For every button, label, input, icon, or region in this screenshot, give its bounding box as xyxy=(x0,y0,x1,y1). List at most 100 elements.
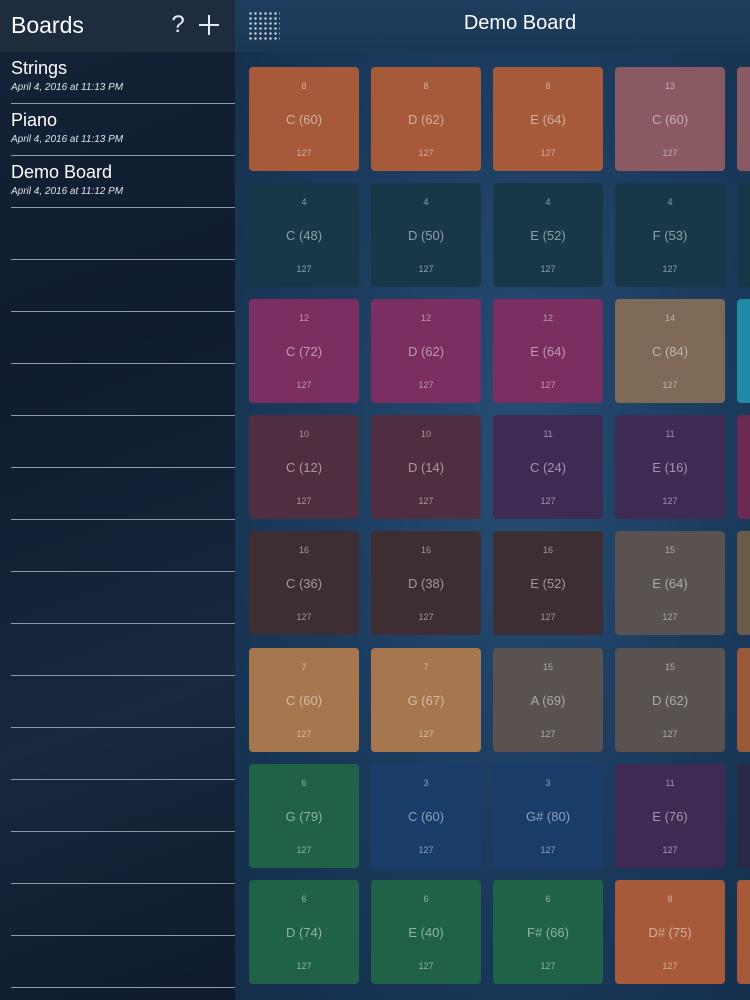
board-list-item[interactable] xyxy=(11,364,235,416)
board-list-item[interactable]: Strings April 4, 2016 at 11:13 PM xyxy=(11,52,235,104)
note-pad[interactable]: 6 G (79) 127 xyxy=(249,764,359,868)
note-pad[interactable]: 15 D (62) 127 xyxy=(615,648,725,752)
board-list-item[interactable] xyxy=(11,208,235,260)
board-list-item[interactable] xyxy=(11,416,235,468)
note-pad[interactable]: 8 E (64) 127 xyxy=(493,67,603,171)
note-pad[interactable]: 11 E (16) 127 xyxy=(615,415,725,519)
note-pad[interactable]: 8 D (62) 127 xyxy=(371,67,481,171)
note-pad[interactable]: 11 E (76) 127 xyxy=(615,764,725,868)
pad-channel: 7 xyxy=(301,662,307,672)
pad-velocity: 127 xyxy=(418,845,434,855)
note-pad[interactable]: 8 D# (75) 127 xyxy=(615,880,725,984)
note-pad[interactable]: 10 C (12) 127 xyxy=(249,415,359,519)
board-list-item[interactable] xyxy=(11,468,235,520)
board-date: April 4, 2016 at 11:13 PM xyxy=(11,82,124,93)
board-list-item[interactable] xyxy=(11,624,235,676)
pad-note: F (53) xyxy=(652,228,688,243)
note-pad[interactable]: 4 D (50) 127 xyxy=(371,183,481,287)
note-pad[interactable]: 4 E (52) 127 xyxy=(493,183,603,287)
note-pad[interactable] xyxy=(737,648,750,752)
pad-channel: 13 xyxy=(664,81,675,91)
note-pad[interactable]: 15 A (69) 127 xyxy=(493,648,603,752)
note-pad[interactable]: 10 D (14) 127 xyxy=(371,415,481,519)
note-pad[interactable]: 4 F (53) 127 xyxy=(615,183,725,287)
pad-channel: 11 xyxy=(665,429,675,439)
board-date: April 4, 2016 at 11:13 PM xyxy=(11,134,124,145)
note-pad[interactable]: 3 C (60) 127 xyxy=(371,764,481,868)
pad-note: E (64) xyxy=(530,112,566,127)
board-list-item[interactable] xyxy=(11,260,235,312)
board-list-item[interactable] xyxy=(11,780,235,832)
pad-note: E (52) xyxy=(530,228,566,243)
board-list-item[interactable] xyxy=(11,728,235,780)
note-pad[interactable] xyxy=(737,531,750,635)
pad-velocity: 127 xyxy=(418,729,434,739)
pad-note: E (52) xyxy=(530,576,566,591)
pad-note: C (60) xyxy=(285,693,323,708)
add-board-button[interactable] xyxy=(196,10,222,40)
note-pad[interactable]: 16 C (36) 127 xyxy=(249,531,359,635)
pad-channel: 4 xyxy=(423,197,429,207)
board-list-item[interactable] xyxy=(11,312,235,364)
pad-note: D (50) xyxy=(407,228,445,243)
note-pad[interactable]: 7 C (60) 127 xyxy=(249,648,359,752)
pad-channel: 3 xyxy=(545,778,551,788)
grid-menu-icon[interactable] xyxy=(248,11,280,41)
pad-note: C (36) xyxy=(285,576,323,591)
pad-note: A (69) xyxy=(530,693,566,708)
board-list-item[interactable] xyxy=(11,884,235,936)
note-pad[interactable]: 16 E (52) 127 xyxy=(493,531,603,635)
note-pad[interactable]: 11 C (24) 127 xyxy=(493,415,603,519)
pad-note: E (64) xyxy=(530,344,566,359)
pad-velocity: 127 xyxy=(540,380,556,390)
note-pad[interactable]: 3 G# (80) 127 xyxy=(493,764,603,868)
board-list-item[interactable] xyxy=(11,520,235,572)
note-pad[interactable]: 13 C (60) 127 xyxy=(615,67,725,171)
pad-velocity: 127 xyxy=(662,148,678,158)
note-pad[interactable]: 6 D (74) 127 xyxy=(249,880,359,984)
note-pad[interactable] xyxy=(737,183,750,287)
pad-note: D (14) xyxy=(407,460,445,475)
pad-note: C (60) xyxy=(285,112,323,127)
note-pad[interactable]: 14 C (84) 127 xyxy=(615,299,725,403)
pad-channel: 4 xyxy=(545,197,551,207)
note-pad[interactable]: 8 C (60) 127 xyxy=(249,67,359,171)
board-list-item[interactable] xyxy=(11,936,235,988)
pad-velocity: 127 xyxy=(540,148,556,158)
pad-velocity: 127 xyxy=(296,845,312,855)
pad-note: C (84) xyxy=(651,344,689,359)
note-pad[interactable] xyxy=(737,415,750,519)
note-pad[interactable]: 12 E (64) 127 xyxy=(493,299,603,403)
note-pad[interactable] xyxy=(737,67,750,171)
board-list: Strings April 4, 2016 at 11:13 PM Piano Apr… xyxy=(0,52,235,1000)
note-pad[interactable] xyxy=(737,299,750,403)
note-pad[interactable]: 16 D (38) 127 xyxy=(371,531,481,635)
note-pad[interactable] xyxy=(737,764,750,868)
board-name: Demo Board xyxy=(11,162,113,182)
board-list-item[interactable] xyxy=(11,988,235,1000)
note-pad[interactable]: 15 E (64) 127 xyxy=(615,531,725,635)
board-list-item[interactable]: Piano April 4, 2016 at 11:13 PM xyxy=(11,104,235,156)
pad-note: D (62) xyxy=(407,344,445,359)
note-pad[interactable]: 12 C (72) 127 xyxy=(249,299,359,403)
pad-note: C (60) xyxy=(651,112,689,127)
pad-channel: 11 xyxy=(543,429,553,439)
note-pad[interactable] xyxy=(737,880,750,984)
note-pad[interactable]: 6 F# (66) 127 xyxy=(493,880,603,984)
note-pad[interactable]: 12 D (62) 127 xyxy=(371,299,481,403)
pad-note: D (38) xyxy=(407,576,445,591)
pad-velocity: 127 xyxy=(662,380,678,390)
note-pad[interactable]: 7 G (67) 127 xyxy=(371,648,481,752)
pad-velocity: 127 xyxy=(296,961,312,971)
board-list-item[interactable] xyxy=(11,572,235,624)
pad-channel: 16 xyxy=(542,545,553,555)
help-button[interactable]: ? xyxy=(171,11,185,38)
board-list-item[interactable]: Demo Board April 4, 2016 at 11:12 PM xyxy=(11,156,235,208)
note-pad[interactable]: 6 E (40) 127 xyxy=(371,880,481,984)
note-pad[interactable]: 4 C (48) 127 xyxy=(249,183,359,287)
pad-velocity: 127 xyxy=(418,612,434,622)
board-list-item[interactable] xyxy=(11,832,235,884)
pad-velocity: 127 xyxy=(540,612,556,622)
board-list-item[interactable] xyxy=(11,676,235,728)
